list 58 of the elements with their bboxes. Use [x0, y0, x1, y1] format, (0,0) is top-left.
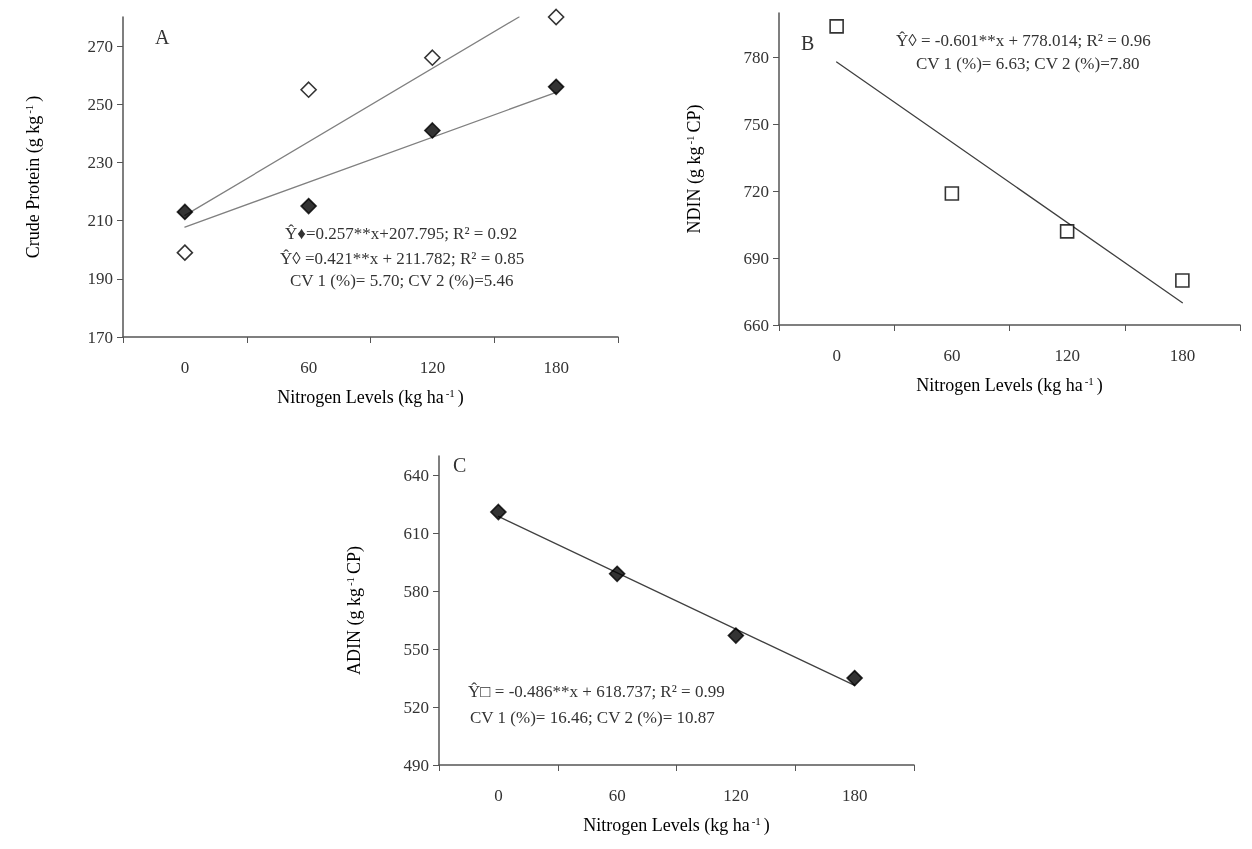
point: [547, 8, 565, 26]
y-tick-label: 720: [743, 181, 769, 201]
y-tick-label: 490: [403, 755, 429, 775]
y-tick-label: 550: [403, 639, 429, 659]
y-tick-label: 170: [87, 327, 113, 347]
y-axis-title: NDIN (g kg-1CP): [683, 104, 705, 234]
point: [846, 669, 863, 687]
x-tick-label: 60: [300, 358, 318, 377]
x-tick-label: 120: [419, 358, 446, 377]
x-tick-label: 0: [180, 358, 190, 377]
y-tick-label: 250: [87, 94, 113, 114]
y-tick-label: 660: [743, 315, 769, 335]
y-tick-label: 610: [403, 523, 429, 543]
point: [424, 49, 441, 67]
point: [176, 244, 194, 261]
annotation: Ŷ◊ =0.421**x + 211.782; R² = 0.85: [280, 249, 525, 268]
x-tick-label: 0: [832, 346, 841, 365]
y-tick-label: 230: [87, 152, 113, 172]
x-tick-label: 120: [1054, 346, 1080, 365]
y-tick-label: 690: [743, 248, 769, 268]
x-tick-label: 180: [1169, 346, 1196, 365]
chart-title: A: [155, 26, 170, 48]
point: [490, 503, 507, 521]
point: [944, 186, 960, 201]
point: [727, 627, 745, 644]
y-axis-title: Crude Protein (g kg-1): [22, 95, 44, 259]
y-tick-label: 580: [403, 581, 429, 601]
y-tick-label: 270: [87, 36, 113, 56]
y-tick-label: 750: [743, 114, 769, 134]
annotation: Ŷ□ = -0.486**x + 618.737; R² = 0.99: [468, 682, 725, 701]
y-tick-label: 640: [403, 465, 429, 485]
x-tick-label: 180: [543, 358, 569, 377]
point: [1175, 273, 1190, 288]
x-tick-label: 0: [494, 786, 503, 805]
point: [176, 203, 194, 221]
annotation: Ŷ◊ = -0.601**x + 778.014; R² = 0.96: [896, 31, 1151, 50]
annotation: CV 1 (%)= 6.63; CV 2 (%)=7.80: [916, 54, 1140, 73]
point: [300, 81, 317, 99]
y-tick-label: 780: [743, 48, 769, 68]
y-tick-label: 210: [87, 211, 113, 231]
x-tick-label: 60: [943, 346, 961, 365]
point: [424, 122, 441, 139]
point: [1059, 224, 1075, 239]
y-axis-title: ADIN (g kg-1CP): [343, 545, 365, 676]
y-tick-label: 520: [403, 697, 429, 717]
y-tick-label: 190: [87, 269, 113, 289]
annotation: Ŷ♦=0.257**x+207.795; R² = 0.92: [285, 224, 518, 243]
annotation: CV 1 (%)= 5.70; CV 2 (%)=5.46: [290, 271, 514, 290]
point: [829, 19, 844, 34]
x-tick-label: 180: [841, 786, 868, 805]
point: [300, 197, 317, 215]
annotation: CV 1 (%)= 16.46; CV 2 (%)= 10.87: [470, 708, 716, 727]
chart-title: C: [453, 454, 467, 476]
point: [608, 565, 626, 583]
x-tick-label: 120: [723, 786, 749, 805]
text: B: [801, 32, 815, 54]
x-tick-label: 60: [608, 786, 626, 805]
point: [547, 78, 565, 96]
